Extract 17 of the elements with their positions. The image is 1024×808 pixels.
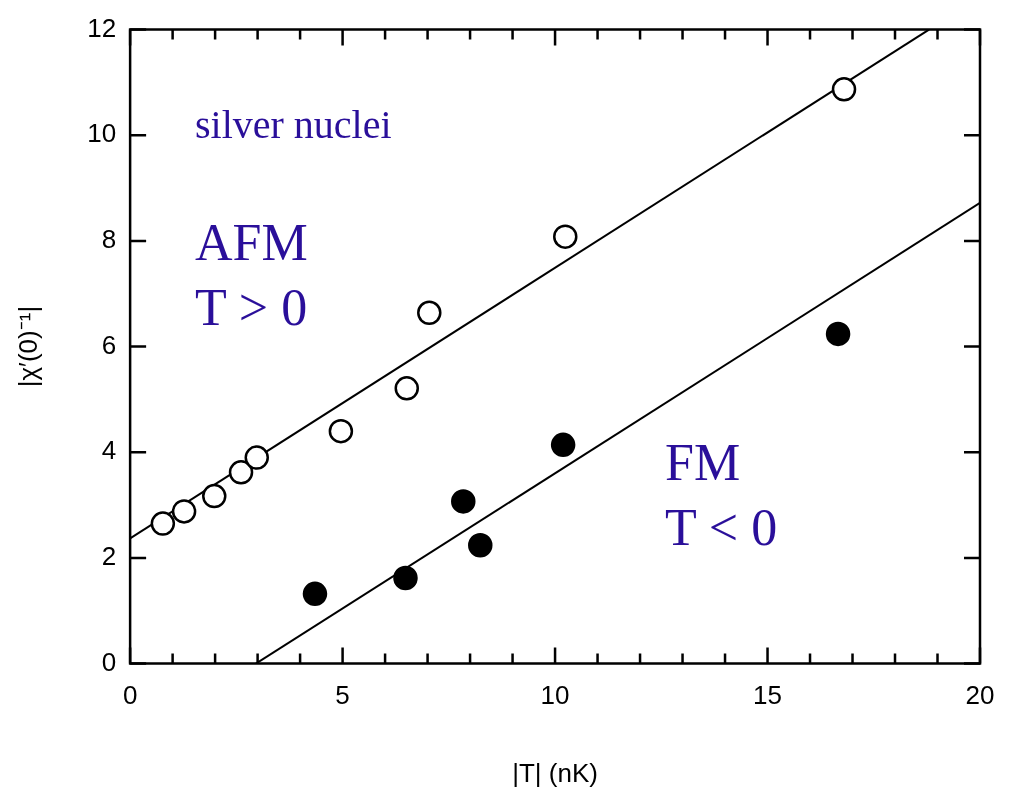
x-axis-title: |T| (nK) xyxy=(512,757,598,788)
annotation: FM T < 0 xyxy=(665,430,778,560)
y-tick-label: 12 xyxy=(87,12,117,43)
y-tick-label: 10 xyxy=(87,118,117,149)
x-tick-label: 5 xyxy=(335,680,350,711)
y-tick-label: 6 xyxy=(101,329,117,360)
x-tick-label: 20 xyxy=(965,680,995,711)
annotation: silver nuclei xyxy=(195,100,392,150)
x-tick-label: 10 xyxy=(540,680,570,711)
x-tick-label: 15 xyxy=(753,680,782,711)
y-axis-title: |χ′(0)⁻¹| xyxy=(12,305,43,388)
y-tick-label: 8 xyxy=(101,224,117,255)
x-tick-label: 0 xyxy=(122,680,138,711)
annotation: AFM T > 0 xyxy=(195,210,308,340)
y-tick-label: 4 xyxy=(101,435,117,466)
y-tick-label: 2 xyxy=(101,541,117,572)
y-tick-label: 0 xyxy=(101,646,117,677)
